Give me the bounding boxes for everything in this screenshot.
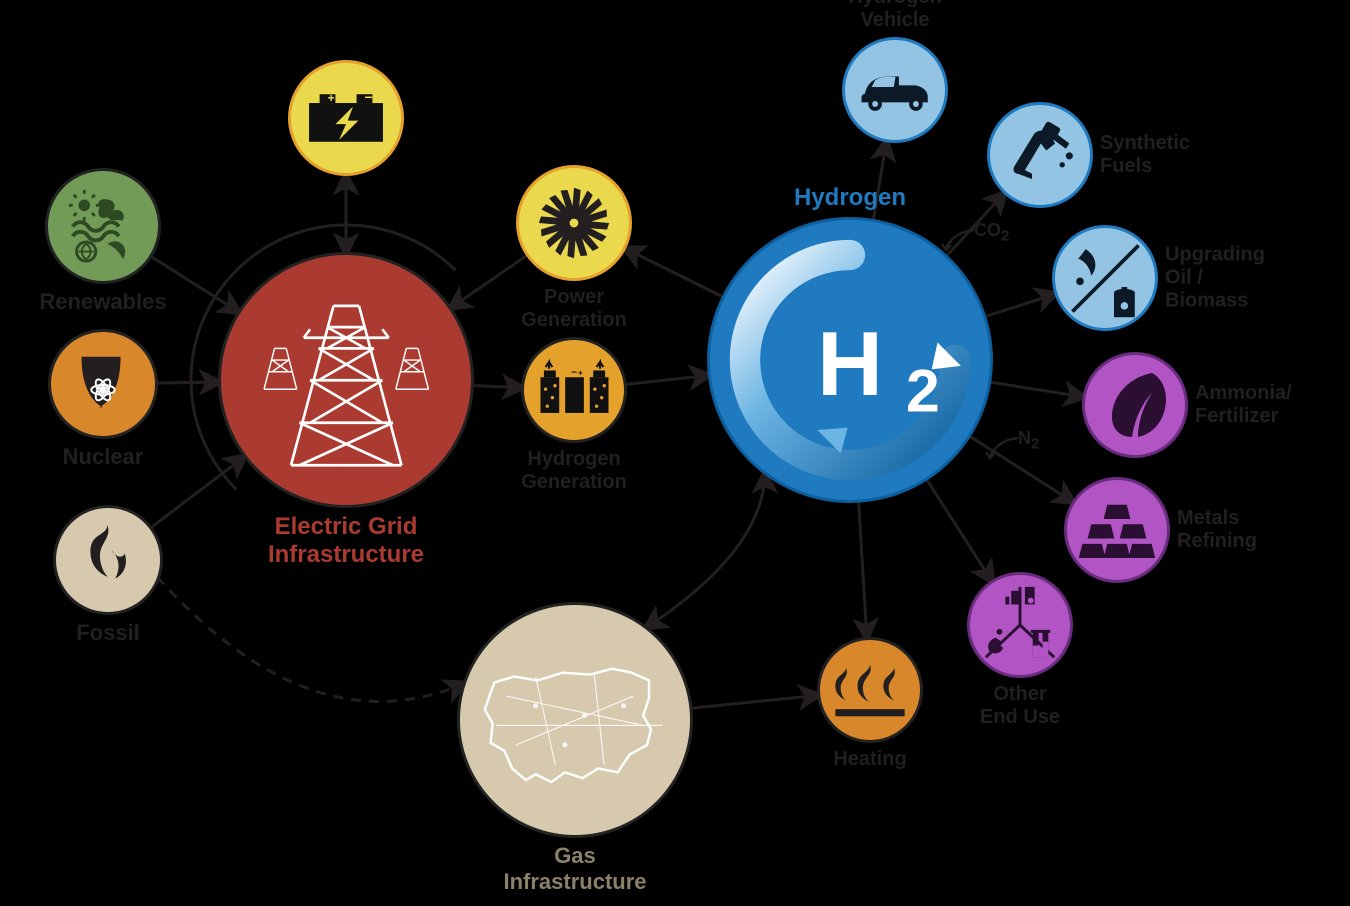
label-ammonia: Ammonia/ Fertilizer: [1195, 382, 1292, 428]
node-renewables: [45, 168, 161, 284]
gas-icon: [457, 602, 693, 838]
node-powergen: [516, 165, 632, 281]
h2gen-icon: −+: [521, 337, 627, 443]
label-vehicle: Hydrogen Vehicle: [848, 0, 941, 32]
edge-gas-heating: [689, 695, 820, 708]
edge-label-1: N2: [1018, 428, 1039, 453]
node-nuclear: [48, 329, 158, 439]
svg-text:−: −: [364, 89, 372, 105]
node-upgrade: [1052, 225, 1158, 331]
node-fossil: [53, 505, 163, 615]
edge-hydrogen-upgrade: [983, 293, 1057, 317]
grid-icon: [218, 252, 474, 508]
label-hydrogen: Hydrogen: [794, 184, 906, 212]
svg-text:H: H: [817, 314, 883, 415]
node-synfuel: [987, 102, 1093, 208]
node-ammonia: [1082, 352, 1188, 458]
upgrade-icon: [1052, 225, 1158, 331]
edge-fossil-gas: [157, 577, 466, 702]
label-synfuel: Synthetic Fuels: [1100, 132, 1190, 178]
synfuel-icon: [987, 102, 1093, 208]
node-metals: [1064, 477, 1170, 583]
nuclear-icon: [48, 329, 158, 439]
node-battery: +−: [288, 60, 404, 176]
node-hydrogen: H2: [707, 217, 993, 503]
svg-text:+: +: [577, 368, 582, 378]
node-grid: [218, 252, 474, 508]
edge-grid-h2gen: [471, 385, 524, 387]
label-metals: Metals Refining: [1177, 507, 1257, 553]
label-grid: Electric Grid Infrastructure: [268, 513, 424, 569]
node-heating: [817, 637, 923, 743]
label-h2gen: Hydrogen Generation: [521, 448, 627, 494]
label-upgrade: Upgrading Oil / Biomass: [1165, 244, 1265, 313]
label-gas: Gas Infrastructure: [503, 843, 646, 895]
vehicle-icon: [842, 37, 948, 143]
node-vehicle: [842, 37, 948, 143]
fossil-icon: [53, 505, 163, 615]
ammonia-icon: [1082, 352, 1188, 458]
label-fossil: Fossil: [76, 620, 140, 646]
node-other: [967, 572, 1073, 678]
heating-icon: [817, 637, 923, 743]
other-icon: [967, 572, 1073, 678]
edge-hydrogen-heating: [858, 500, 867, 640]
node-h2gen: −+: [521, 337, 627, 443]
renewables-icon: [45, 168, 161, 284]
label-nuclear: Nuclear: [63, 444, 144, 470]
edge-nuclear-grid: [155, 382, 221, 383]
hydrogen-icon: H2: [707, 217, 993, 503]
svg-text:2: 2: [906, 356, 940, 424]
diagram-stage: { "canvas":{"w":1350,"h":906,"bg":"#0000…: [0, 0, 1350, 906]
label-powergen: Power Generation: [521, 286, 627, 332]
label-heating: Heating: [833, 748, 906, 771]
edge-hydrogen-ammonia: [988, 382, 1085, 397]
edge-label-0: CO2: [974, 220, 1009, 245]
battery-icon: +−: [288, 60, 404, 176]
svg-text:−: −: [571, 368, 577, 379]
label-other: Other End Use: [980, 683, 1060, 729]
powergen-icon: [516, 165, 632, 281]
edge-h2gen-hydrogen: [624, 375, 711, 384]
svg-text:+: +: [328, 91, 335, 105]
metals-icon: [1064, 477, 1170, 583]
label-renewables: Renewables: [39, 289, 166, 315]
node-gas: [457, 602, 693, 838]
